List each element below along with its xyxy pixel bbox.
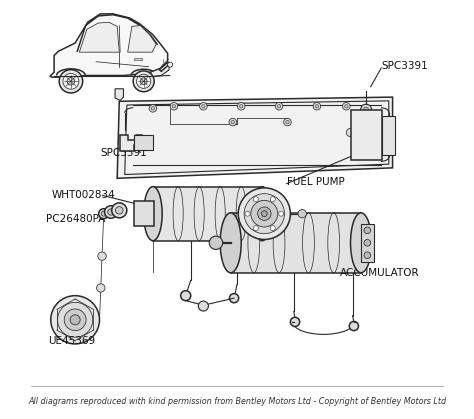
Bar xyxy=(350,110,382,160)
Ellipse shape xyxy=(253,186,272,241)
Circle shape xyxy=(105,206,117,218)
Text: SPC3391: SPC3391 xyxy=(100,148,147,158)
Circle shape xyxy=(378,128,386,137)
Circle shape xyxy=(254,225,258,230)
Circle shape xyxy=(277,105,281,108)
Circle shape xyxy=(101,211,106,216)
Circle shape xyxy=(170,103,178,110)
Circle shape xyxy=(275,103,283,110)
Circle shape xyxy=(133,71,154,92)
Circle shape xyxy=(251,200,278,227)
Ellipse shape xyxy=(144,186,162,241)
Circle shape xyxy=(137,74,151,88)
Circle shape xyxy=(201,105,205,108)
Bar xyxy=(134,201,154,226)
Polygon shape xyxy=(79,22,119,52)
Circle shape xyxy=(343,103,350,110)
Circle shape xyxy=(198,301,209,311)
Circle shape xyxy=(245,211,250,216)
Text: UE45369: UE45369 xyxy=(48,336,95,346)
Text: ACCUMULATOR: ACCUMULATOR xyxy=(340,268,419,278)
Circle shape xyxy=(229,294,239,303)
Circle shape xyxy=(283,118,291,126)
Circle shape xyxy=(257,207,271,220)
Circle shape xyxy=(385,119,392,125)
Circle shape xyxy=(385,132,392,137)
Bar xyxy=(382,116,395,155)
Circle shape xyxy=(136,144,140,148)
Circle shape xyxy=(298,210,306,218)
Polygon shape xyxy=(50,14,168,77)
Circle shape xyxy=(67,78,75,85)
Text: PC26480PA: PC26480PA xyxy=(46,215,105,225)
Circle shape xyxy=(364,227,371,234)
Circle shape xyxy=(98,252,106,260)
Circle shape xyxy=(238,188,291,240)
Circle shape xyxy=(51,296,100,344)
Circle shape xyxy=(181,291,191,301)
Circle shape xyxy=(270,225,275,230)
Polygon shape xyxy=(128,26,156,52)
Bar xyxy=(134,57,142,60)
Circle shape xyxy=(313,103,321,110)
Polygon shape xyxy=(115,89,124,101)
Circle shape xyxy=(59,70,82,93)
Ellipse shape xyxy=(220,213,241,273)
Circle shape xyxy=(149,105,157,112)
Circle shape xyxy=(99,209,109,219)
Bar xyxy=(134,135,153,150)
Circle shape xyxy=(346,128,355,137)
Circle shape xyxy=(140,78,147,85)
Ellipse shape xyxy=(350,213,372,273)
Circle shape xyxy=(108,209,114,215)
Text: All diagrams reproduced with kind permission from Bentley Motors Ltd - Copyright: All diagrams reproduced with kind permis… xyxy=(28,397,446,406)
Text: FUEL PUMP: FUEL PUMP xyxy=(287,177,345,187)
Text: WHT002834: WHT002834 xyxy=(52,190,116,200)
Circle shape xyxy=(172,105,175,108)
Circle shape xyxy=(361,104,372,115)
Circle shape xyxy=(64,309,86,331)
Circle shape xyxy=(364,252,371,259)
Circle shape xyxy=(385,146,392,152)
Bar xyxy=(153,186,262,241)
Polygon shape xyxy=(159,63,169,71)
Circle shape xyxy=(57,303,93,337)
Circle shape xyxy=(364,240,371,246)
Circle shape xyxy=(145,144,149,148)
Circle shape xyxy=(349,321,358,331)
Circle shape xyxy=(63,73,79,89)
Circle shape xyxy=(112,203,127,218)
Circle shape xyxy=(200,103,207,110)
Circle shape xyxy=(315,105,319,108)
Circle shape xyxy=(270,197,275,202)
Circle shape xyxy=(97,284,105,292)
Circle shape xyxy=(286,120,289,124)
Circle shape xyxy=(244,194,284,234)
Polygon shape xyxy=(117,97,392,178)
Polygon shape xyxy=(120,134,142,151)
Circle shape xyxy=(279,211,283,216)
Circle shape xyxy=(364,107,369,112)
Circle shape xyxy=(237,103,245,110)
Bar xyxy=(231,213,361,273)
Circle shape xyxy=(209,236,223,249)
Bar xyxy=(361,224,374,261)
Circle shape xyxy=(168,62,173,67)
Circle shape xyxy=(229,118,237,126)
Polygon shape xyxy=(151,62,170,77)
Circle shape xyxy=(239,105,243,108)
Circle shape xyxy=(231,120,235,124)
Circle shape xyxy=(116,207,123,214)
Circle shape xyxy=(261,211,267,217)
Circle shape xyxy=(70,315,80,325)
Circle shape xyxy=(151,107,155,110)
Circle shape xyxy=(291,317,300,326)
Circle shape xyxy=(345,105,348,108)
Text: SPC3391: SPC3391 xyxy=(381,61,428,71)
Circle shape xyxy=(254,197,258,202)
